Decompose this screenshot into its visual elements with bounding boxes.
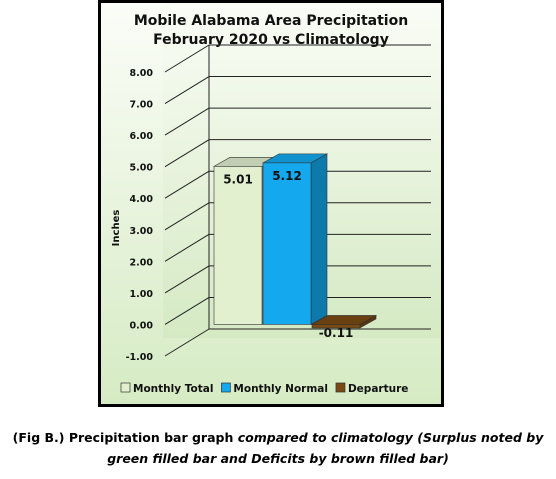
bar-departure [310, 314, 378, 329]
precipitation-bar-chart: Mobile Alabama Area Precipitation Februa… [101, 3, 441, 404]
gridline-depth [164, 202, 210, 231]
gridline-depth [164, 139, 210, 168]
y-tick-label: 2.00 [130, 257, 154, 268]
caption-prefix: (Fig B.) Precipitation bar graph [12, 430, 238, 445]
figure-caption-line-2: green filled bar and Deficits by brown f… [0, 449, 556, 469]
caption-italic-1: compared to climatology (Surplus noted b… [237, 430, 544, 445]
bar-monthly-normal [261, 153, 329, 325]
bar-front-face [213, 166, 263, 325]
chart-frame: Mobile Alabama Area Precipitation Februa… [98, 0, 444, 407]
legend-label-0: Monthly Total [133, 383, 213, 395]
legend-swatch-1 [221, 382, 231, 393]
chart-title: Mobile Alabama Area Precipitation [134, 13, 408, 29]
data-label-0: 5.01 [223, 172, 253, 186]
y-tick-label: 7.00 [130, 100, 154, 111]
gridline-depth [164, 297, 210, 325]
y-tick-label: 3.00 [130, 226, 154, 237]
data-label-1: 5.12 [272, 169, 302, 183]
chart-subtitle: February 2020 vs Climatology [153, 32, 389, 48]
legend-label-1: Monthly Normal [233, 383, 328, 395]
gridline-depth [164, 107, 210, 136]
y-tick-label: 6.00 [130, 131, 154, 142]
gridline-depth [164, 44, 210, 73]
gridline-depth [164, 328, 210, 357]
figure-caption: (Fig B.) Precipitation bar graph compare… [0, 428, 556, 448]
y-tick-label: 5.00 [130, 163, 154, 174]
gridline-depth [164, 233, 210, 262]
y-tick-label: 0.00 [130, 320, 154, 331]
legend-label-2: Departure [348, 383, 408, 395]
gridline-depth [164, 265, 210, 294]
legend-swatch-0 [120, 382, 131, 393]
legend-swatch-2 [335, 382, 346, 393]
y-tick-label: 8.00 [130, 68, 154, 79]
y-axis-label: Inches [111, 210, 122, 247]
caption-italic-2: green filled bar and Deficits by brown f… [107, 451, 449, 466]
y-tick-label: 4.00 [130, 194, 154, 205]
bar-side-face [310, 153, 328, 325]
bar-front-face [311, 324, 361, 329]
data-label-2: -0.11 [319, 326, 354, 340]
y-tick-label: 1.00 [130, 289, 154, 300]
gridline-depth [164, 170, 210, 199]
bar-front-face [262, 162, 312, 325]
gridline-depth [164, 76, 210, 104]
y-tick-label: -1.00 [126, 352, 154, 363]
